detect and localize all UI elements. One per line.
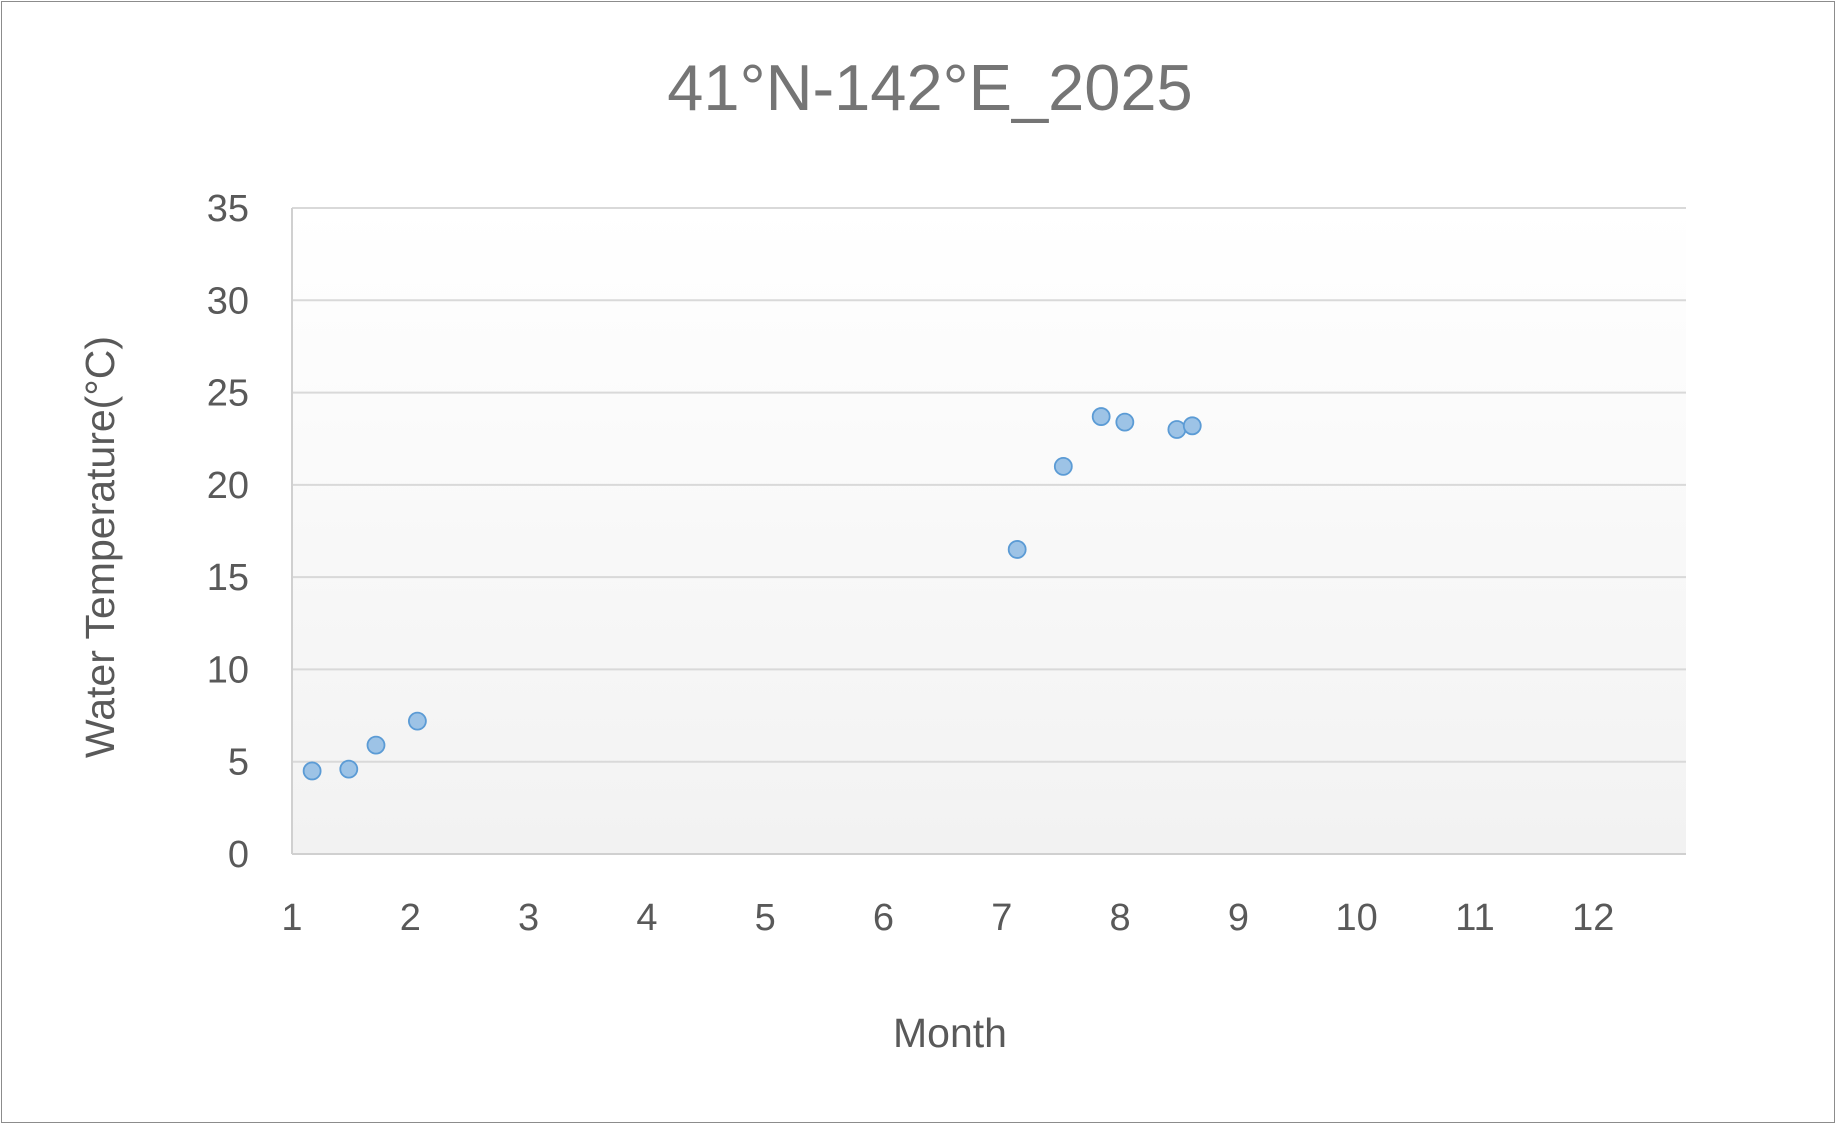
data-point <box>302 761 322 781</box>
x-tick-label: 5 <box>755 897 776 939</box>
y-tick-label: 35 <box>207 188 249 230</box>
data-point <box>1007 540 1027 559</box>
y-tick-label: 10 <box>207 649 249 691</box>
data-point <box>1091 407 1111 426</box>
data-point <box>407 711 427 731</box>
x-tick-label: 1 <box>281 897 302 939</box>
x-tick-label: 8 <box>1110 897 1131 939</box>
grid-lines <box>292 207 1686 763</box>
y-tick-labels: 0 5 10 15 20 25 30 35 <box>207 188 249 876</box>
y-tick-label: 15 <box>207 557 249 599</box>
y-tick-label: 5 <box>228 742 249 784</box>
y-tick-label: 25 <box>207 373 249 415</box>
x-tick-label: 10 <box>1336 897 1378 939</box>
x-tick-label: 4 <box>636 897 657 939</box>
x-tick-labels: 1 2 3 4 5 6 7 8 9 10 11 12 <box>281 897 1614 939</box>
x-tick-label: 11 <box>1455 897 1494 939</box>
x-tick-label: 12 <box>1572 897 1614 939</box>
data-point <box>366 735 386 755</box>
x-tick-label: 3 <box>518 897 539 939</box>
x-tick-label: 6 <box>873 897 894 939</box>
y-tick-label: 20 <box>207 465 249 507</box>
data-points <box>302 407 1202 781</box>
y-axis-title: Water Temperature(°C) <box>77 336 123 758</box>
y-tick-label: 0 <box>228 834 249 876</box>
data-point <box>339 759 359 779</box>
x-axis-title: Month <box>893 1010 1007 1056</box>
data-point <box>1182 416 1202 436</box>
data-point <box>1167 420 1187 439</box>
x-tick-label: 2 <box>400 897 421 939</box>
chart-title: 41°N-142°E_2025 <box>667 51 1192 124</box>
x-tick-label: 7 <box>991 897 1012 939</box>
y-tick-label: 30 <box>207 280 249 322</box>
plot-area <box>292 208 1686 854</box>
data-point <box>1053 456 1073 476</box>
data-point <box>1115 412 1135 432</box>
x-tick-label: 9 <box>1228 897 1249 939</box>
